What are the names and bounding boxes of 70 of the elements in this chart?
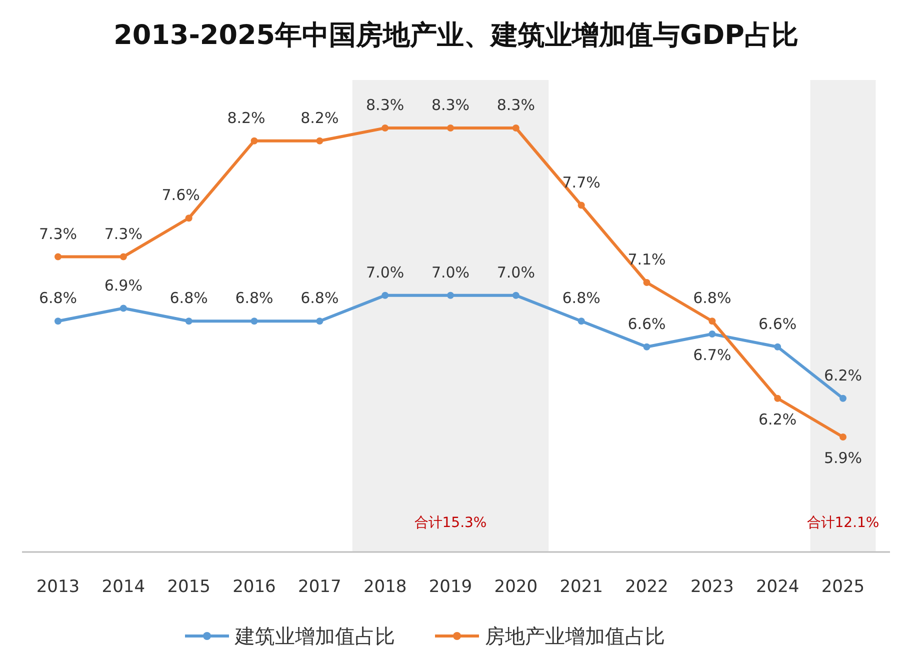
point [316,318,324,325]
data-label: 6.2% [758,410,797,428]
data-label: 8.2% [227,108,266,127]
chart-title: 2013-2025年中国房地产业、建筑业增加值与GDP占比 [114,20,798,51]
point [185,214,192,222]
x-tick-label: 2020 [494,577,538,597]
data-label: 7.3% [104,224,142,243]
band-label: 合计15.3% [414,515,487,531]
point [512,124,520,132]
point [840,394,846,402]
x-tick-label: 2016 [232,577,276,597]
x-tick-label: 2022 [625,577,668,597]
data-label: 6.8% [235,289,274,308]
point [120,253,127,260]
data-label: 6.7% [693,346,732,364]
x-tick-label: 2015 [167,577,210,597]
data-label: 6.2% [824,366,862,384]
data-label: 6.8% [562,289,600,308]
point [840,434,846,440]
x-tick-label: 2024 [756,577,800,597]
point [512,292,520,299]
data-label: 6.6% [758,314,797,333]
point [382,292,389,299]
data-label: 8.3% [431,96,470,114]
data-label: 7.0% [496,263,535,282]
point [774,343,782,350]
data-label: 7.7% [562,173,600,192]
point [774,394,782,402]
band-label: 合计12.1% [806,515,880,531]
point [120,304,127,312]
data-label: 8.3% [366,96,404,114]
point [643,343,650,350]
data-label: 6.9% [104,276,142,294]
point [708,330,716,338]
point [708,318,716,325]
data-label: 7.1% [628,250,666,268]
x-tick-label: 2018 [363,577,407,597]
data-label: 7.0% [431,263,470,282]
point [185,318,192,325]
data-label: 7.6% [162,186,200,204]
legend-label: 房地产业增加值占比 [485,624,665,648]
x-tick-label: 2019 [428,577,472,597]
x-tick-label: 2017 [298,577,342,597]
x-tick-label: 2025 [821,577,865,597]
data-label: 8.3% [496,96,535,114]
data-label: 7.3% [38,224,78,243]
data-label: 7.0% [366,263,404,282]
point [447,124,454,132]
x-tick-label: 2013 [36,577,80,597]
data-label: 6.8% [38,289,78,308]
point [54,318,62,325]
point [447,292,454,299]
point [316,137,324,144]
x-tick-label: 2014 [102,577,146,597]
x-tick-label: 2021 [560,577,603,597]
point [578,202,585,209]
x-tick-label: 2023 [690,577,734,597]
legend-label: 建筑业增加值占比 [234,624,395,648]
point [250,318,258,325]
data-label: 6.6% [628,314,666,333]
data-label: 6.8% [300,289,339,308]
data-label: 6.8% [170,289,208,308]
point [643,279,650,286]
point [382,124,389,132]
point [578,318,585,325]
data-label: 8.2% [300,108,339,127]
point [250,137,258,144]
data-label: 5.9% [824,449,862,467]
point [54,253,62,260]
data-label: 6.8% [693,289,732,308]
